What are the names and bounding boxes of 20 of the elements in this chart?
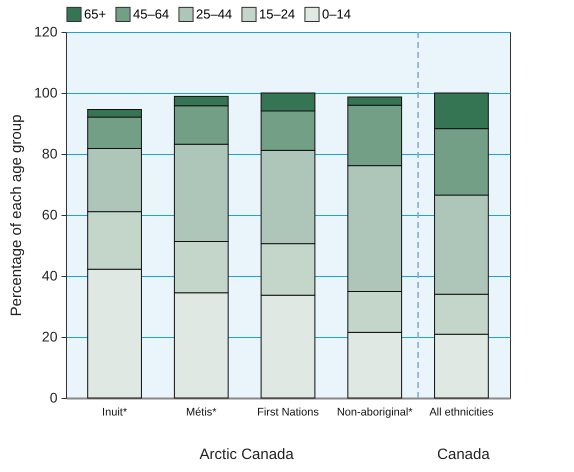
x-tick-label: First Nations bbox=[257, 406, 320, 418]
y-tick-label: 120 bbox=[34, 24, 58, 40]
legend-label: 65+ bbox=[84, 6, 106, 22]
legend-label: 0–14 bbox=[322, 6, 351, 22]
y-tick-label: 0 bbox=[50, 390, 58, 406]
y-tick-label: 40 bbox=[42, 268, 58, 284]
y-tick-label: 20 bbox=[42, 328, 58, 344]
y-tick-label: 100 bbox=[34, 84, 58, 100]
legend-label: 25–44 bbox=[196, 6, 232, 22]
y-tick-label: 80 bbox=[42, 146, 58, 162]
text: Arctic Canada bbox=[200, 446, 294, 463]
legend-label: 45–64 bbox=[133, 6, 170, 22]
legend-label: 15–24 bbox=[259, 6, 296, 22]
x-tick-label: Non-aboriginal* bbox=[336, 406, 414, 418]
y-tick-label: 60 bbox=[42, 206, 58, 222]
text: Canada bbox=[437, 446, 490, 463]
y-axis-title: Percentage of each age group bbox=[8, 114, 26, 316]
x-tick-label: Métis* bbox=[186, 406, 218, 418]
x-tick-label: Inuit* bbox=[102, 406, 128, 418]
x-tick-label: All ethnicities bbox=[429, 406, 494, 418]
